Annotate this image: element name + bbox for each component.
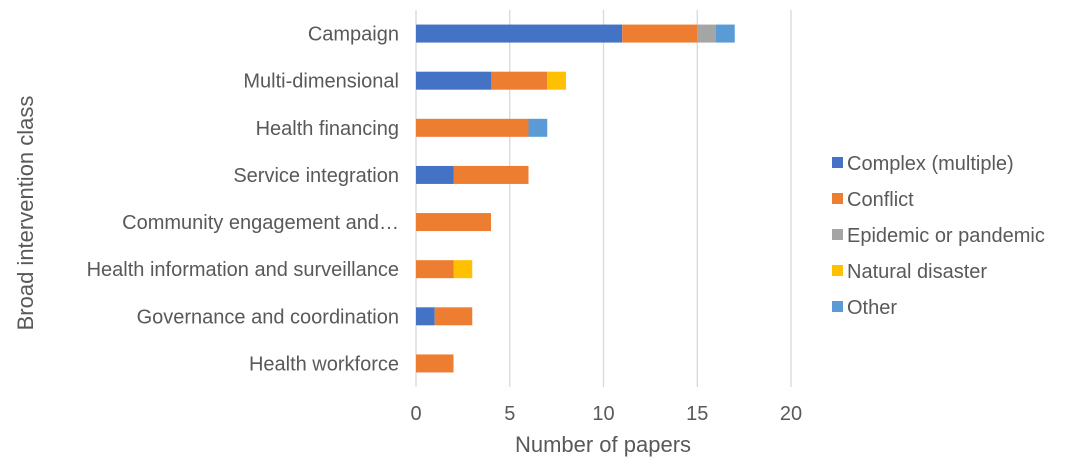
- legend-swatch: [832, 301, 843, 312]
- bar-segment: [416, 71, 491, 90]
- legend-swatch: [832, 265, 843, 276]
- bar-segment: [416, 213, 491, 232]
- bars: [416, 24, 735, 373]
- bar-segment: [547, 71, 566, 90]
- bar-segment: [716, 24, 735, 43]
- bar-segment: [697, 24, 716, 43]
- x-tick-label: 5: [504, 403, 515, 425]
- bar-segment: [416, 118, 529, 137]
- legend-label: Complex (multiple): [847, 153, 1014, 175]
- category-label: Campaign: [308, 24, 399, 46]
- bar-segment: [416, 354, 454, 373]
- y-axis-title: Broad intervention class: [13, 96, 38, 331]
- bar-segment: [453, 165, 529, 184]
- bar-segment: [416, 260, 454, 279]
- bar-segment: [453, 260, 473, 279]
- bar-segment: [434, 307, 473, 326]
- x-tick-label: 10: [592, 403, 614, 425]
- category-label: Multi-dimensional: [243, 71, 399, 93]
- legend-label: Epidemic or pandemic: [847, 225, 1045, 247]
- grid-lines: [415, 10, 792, 387]
- legend: Complex (multiple) Conflict Epidemic or pa…: [832, 153, 1045, 319]
- bar-segment: [622, 24, 698, 43]
- legend-label: Natural disaster: [847, 261, 987, 283]
- x-axis-title: Number of papers: [515, 432, 691, 457]
- category-labels: Campaign Multi-dimensional Health financin…: [87, 24, 399, 376]
- x-tick-label: 0: [410, 403, 421, 425]
- x-tick-labels: 0 5 10 15 20: [410, 403, 802, 425]
- x-tick-label: 20: [780, 403, 802, 425]
- category-label: Health financing: [256, 118, 399, 140]
- category-label: Community engagement and…: [122, 212, 399, 234]
- category-label: Governance and coordination: [137, 306, 399, 328]
- category-label: Health information and surveillance: [87, 259, 399, 281]
- x-tick-label: 15: [686, 403, 708, 425]
- bar-segment: [528, 118, 548, 137]
- legend-label: Conflict: [847, 189, 914, 211]
- bar-segment: [491, 71, 548, 90]
- category-label: Service integration: [233, 165, 399, 187]
- bar-segment: [416, 307, 435, 326]
- legend-swatch: [832, 229, 843, 240]
- legend-swatch: [832, 193, 843, 204]
- bar-segment: [416, 165, 454, 184]
- bar-segment: [416, 24, 623, 43]
- legend-label: Other: [847, 297, 897, 319]
- category-label: Health workforce: [249, 353, 399, 375]
- legend-swatch: [832, 157, 843, 168]
